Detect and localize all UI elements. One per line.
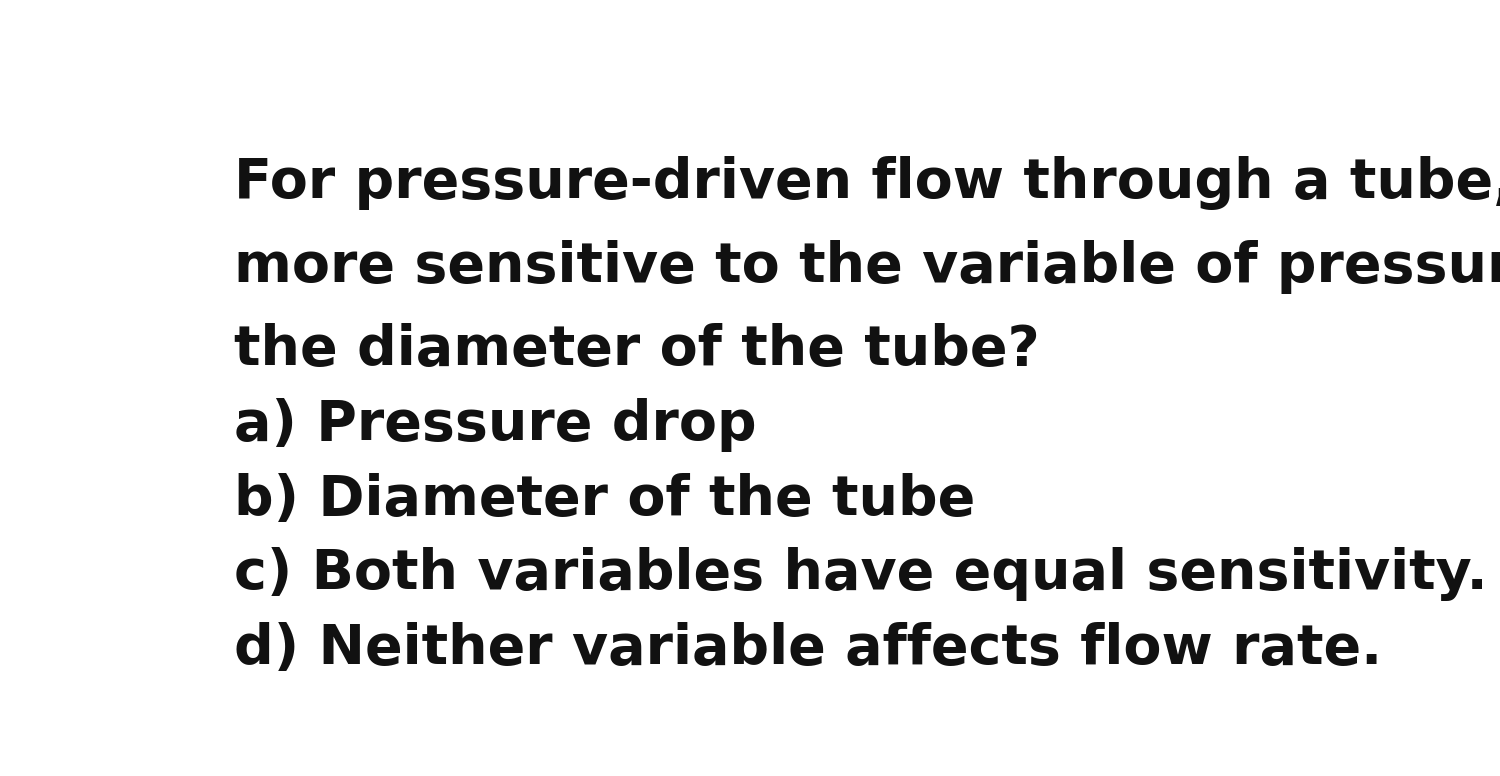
Text: For pressure-driven flow through a tube, flow rate is: For pressure-driven flow through a tube,… [234, 156, 1500, 210]
Text: c) Both variables have equal sensitivity.: c) Both variables have equal sensitivity… [234, 547, 1488, 601]
Text: b) Diameter of the tube: b) Diameter of the tube [234, 473, 975, 527]
Text: d) Neither variable affects flow rate.: d) Neither variable affects flow rate. [234, 622, 1382, 676]
Text: the diameter of the tube?: the diameter of the tube? [234, 323, 1040, 377]
Text: more sensitive to the variable of pressure drop or: more sensitive to the variable of pressu… [234, 240, 1500, 293]
Text: a) Pressure drop: a) Pressure drop [234, 398, 756, 452]
